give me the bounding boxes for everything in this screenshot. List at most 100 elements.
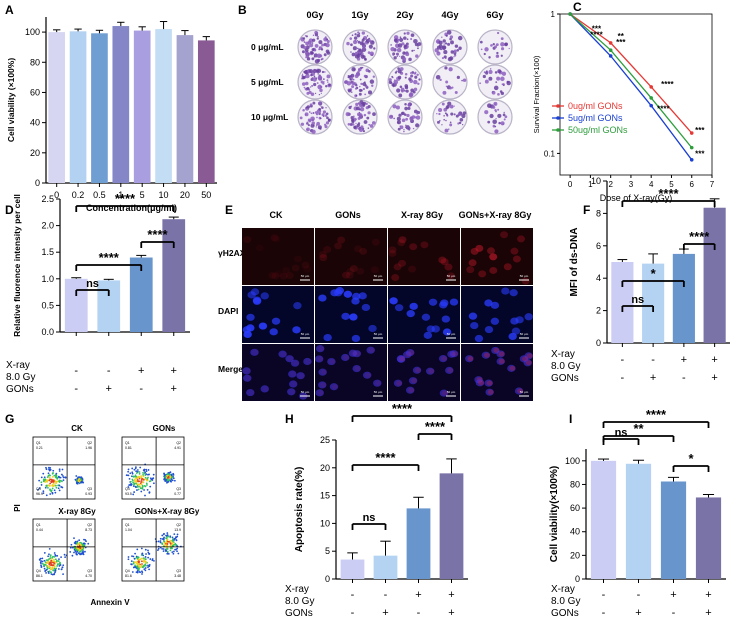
flow-event: [136, 556, 139, 558]
flow-event: [76, 481, 79, 484]
colony: [301, 73, 304, 76]
panel-letter-I: I: [569, 412, 572, 426]
colony: [396, 88, 401, 93]
colony: [397, 38, 400, 41]
flow-event: [83, 538, 85, 541]
x-tick-label: 1: [118, 190, 123, 200]
flow-event: [130, 563, 133, 566]
colony: [441, 45, 447, 50]
colony: [325, 107, 327, 109]
colony: [359, 41, 364, 46]
flow-event: [174, 542, 177, 545]
colony: [479, 40, 483, 44]
flow-event: [51, 556, 54, 559]
colony: [449, 35, 454, 39]
nucleus-dapi: [389, 297, 398, 305]
flow-plot-title: GONs+X-ray 8Gy: [135, 507, 200, 516]
colony: [495, 118, 497, 120]
flow-event: [171, 536, 174, 539]
colony: [304, 48, 309, 52]
colony: [492, 105, 496, 109]
colony: [488, 69, 493, 75]
nucleus-merge-red: [262, 386, 269, 392]
flow-event: [73, 551, 75, 554]
colony: [503, 118, 506, 121]
nucleus-merge-red: [343, 355, 350, 361]
microscopy-row-label: γH2AX: [218, 248, 246, 258]
colony: [451, 106, 453, 108]
flow-event: [143, 564, 146, 567]
colony: [310, 86, 312, 88]
treatment-xray-sign: -: [74, 365, 78, 377]
nucleus-signal: [388, 249, 397, 257]
series-point: [689, 131, 694, 135]
flow-event: [148, 480, 151, 483]
colony: [327, 81, 329, 83]
panel-letter-B: B: [238, 3, 247, 17]
colony: [415, 123, 420, 128]
colony: [309, 103, 313, 107]
colony: [302, 108, 305, 112]
colony: [448, 67, 453, 72]
colony: [494, 103, 496, 106]
nucleus-dapi: [421, 313, 431, 321]
colony: [368, 70, 371, 73]
nucleus-merge-red: [318, 346, 325, 352]
flow-event: [132, 475, 135, 478]
flow-event: [80, 481, 83, 484]
colony: [392, 54, 394, 56]
bar: [129, 257, 153, 332]
flow-event: [140, 547, 143, 550]
flow-plot-frame: [121, 518, 185, 582]
nucleus-merge-red: [408, 350, 415, 356]
flow-event: [61, 486, 64, 489]
colony: [494, 129, 499, 134]
colony: [397, 69, 402, 74]
panel-letter-C: C: [573, 0, 582, 14]
colony: [415, 115, 421, 120]
nucleus-merge: [290, 359, 300, 367]
flow-event: [52, 482, 55, 485]
flow-event: [48, 547, 51, 550]
colony: [441, 102, 445, 106]
colony: [450, 40, 454, 45]
bar: [133, 30, 151, 183]
flow-event: [131, 571, 134, 573]
colony: [480, 48, 483, 51]
colony: [479, 82, 482, 85]
flow-event: [138, 567, 140, 570]
nucleus-dapi: [474, 334, 484, 343]
flow-event: [139, 558, 142, 561]
flow-x-axis-label: Annexin V: [90, 598, 130, 607]
treatment-xray-sign: +: [705, 589, 711, 601]
flow-event: [44, 561, 47, 564]
colony: [403, 128, 405, 131]
flow-event: [145, 560, 147, 563]
flow-event: [172, 477, 175, 480]
colony: [369, 51, 374, 56]
flow-event: [76, 550, 79, 553]
colony: [388, 80, 392, 85]
nucleus-signal: [521, 277, 530, 285]
colony: [413, 109, 418, 114]
flow-event: [157, 549, 159, 552]
nucleus-dapi: [442, 328, 452, 336]
colony: [407, 106, 411, 110]
flow-plot-frame: [32, 518, 96, 582]
flow-event: [60, 479, 62, 482]
colony: [318, 107, 322, 111]
colony: [371, 121, 376, 125]
colony: [310, 112, 313, 115]
flow-event: [54, 474, 57, 477]
y-tick-label: 6: [596, 241, 601, 251]
flow-event: [142, 478, 145, 481]
nucleus-dapi: [343, 290, 353, 298]
flow-event: [52, 479, 55, 482]
nucleus-signal: [272, 235, 281, 243]
nucleus-merge: [445, 366, 454, 374]
series-point: [608, 54, 613, 58]
colony: [363, 120, 368, 124]
flow-event: [73, 548, 76, 551]
colony: [346, 41, 350, 46]
